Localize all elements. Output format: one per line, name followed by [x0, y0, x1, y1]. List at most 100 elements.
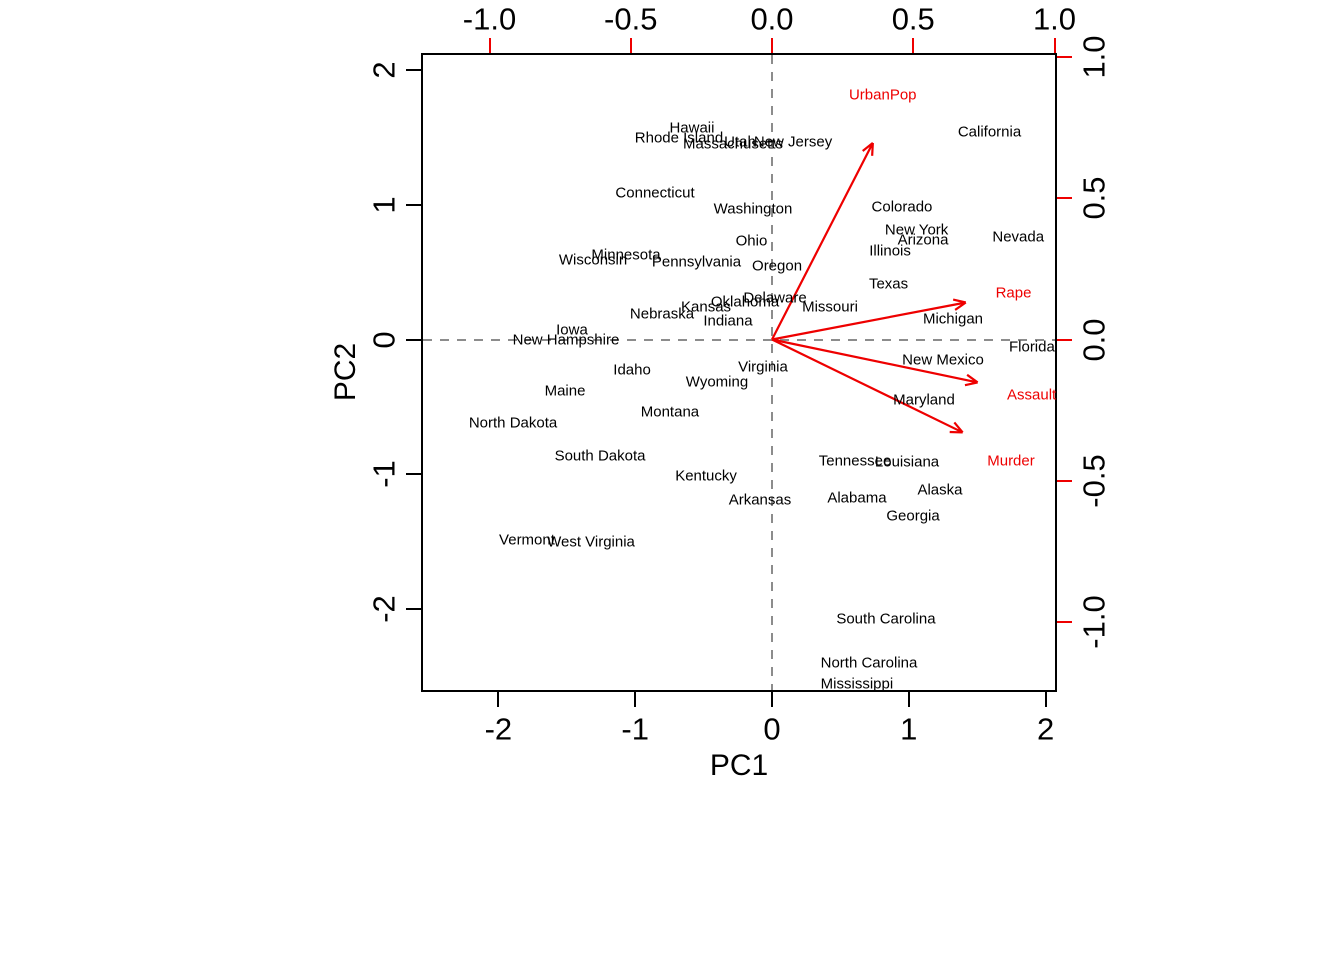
x-tick-label: -2 — [484, 711, 513, 747]
y-tick — [406, 69, 421, 72]
state-label: New Hampshire — [512, 331, 620, 348]
state-label: Virginia — [738, 358, 788, 376]
top-tick — [1053, 38, 1056, 53]
state-label: Delaware — [743, 289, 807, 306]
loading-arrow-rape — [771, 298, 967, 341]
right-tick-label: 1.0 — [1076, 35, 1112, 79]
x-tick-label: 1 — [900, 711, 918, 747]
right-tick-label: 0.0 — [1076, 317, 1112, 362]
state-label: New York — [884, 221, 949, 239]
right-tick-label: -0.5 — [1076, 454, 1112, 508]
right-tick-label: -1.0 — [1076, 595, 1112, 649]
state-label: Oklahoma — [710, 293, 780, 311]
state-label: Mississippi — [820, 675, 894, 693]
loading-arrow-murder — [771, 338, 964, 434]
y-tick-label: -2 — [366, 594, 402, 623]
variable-label: Assault — [1007, 386, 1057, 404]
zero-line-horizontal — [423, 338, 1055, 341]
state-label: Kansas — [681, 298, 732, 316]
state-label: Illinois — [869, 242, 911, 260]
state-label: Maine — [544, 382, 586, 399]
state-label: Washington — [713, 200, 793, 218]
y-tick-label: 2 — [366, 61, 402, 79]
top-tick — [771, 38, 773, 53]
top-tick-label: 0.0 — [750, 1, 794, 37]
state-label: Maryland — [893, 391, 955, 409]
top-tick — [912, 38, 915, 53]
x-tick — [1044, 692, 1047, 707]
state-label: Utah — [724, 133, 756, 151]
state-label: Wisconsin — [558, 251, 628, 269]
state-label: California — [957, 123, 1022, 141]
x-axis-title: PC1 — [709, 749, 769, 782]
plot-area — [421, 53, 1057, 692]
y-tick — [406, 607, 421, 610]
variable-label: Murder — [987, 452, 1035, 470]
state-label: Connecticut — [615, 184, 695, 202]
state-label: Tennessee — [818, 452, 892, 470]
state-label: Oregon — [752, 257, 803, 275]
state-label: Colorado — [871, 198, 933, 216]
loading-arrow-urbanpop — [771, 142, 874, 341]
right-tick — [1057, 479, 1072, 482]
top-tick — [629, 38, 632, 53]
state-label: Kentucky — [675, 467, 737, 485]
x-tick — [907, 692, 910, 707]
state-label: Louisiana — [874, 453, 940, 471]
state-label: Rhode Island — [634, 129, 724, 147]
top-tick-label: 0.5 — [891, 1, 935, 37]
variable-label: UrbanPop — [848, 86, 917, 104]
state-label: Pennsylvania — [651, 253, 742, 271]
y-tick-label: 0 — [366, 330, 402, 349]
state-label: Vermont — [499, 531, 555, 549]
y-tick — [406, 473, 421, 476]
top-tick-label: 1.0 — [1032, 1, 1077, 37]
x-tick — [497, 692, 500, 707]
state-label: Nevada — [992, 228, 1045, 246]
loading-arrow-assault — [771, 338, 979, 387]
top-tick — [488, 38, 491, 53]
right-tick — [1057, 56, 1072, 58]
right-tick — [1057, 338, 1072, 341]
state-label: West Virginia — [547, 533, 635, 551]
y-tick — [406, 203, 421, 206]
state-label: North Dakota — [468, 414, 558, 432]
state-label: Arizona — [897, 231, 949, 249]
variable-label: Rape — [995, 284, 1032, 302]
state-label: Michigan — [922, 310, 983, 328]
x-tick — [634, 692, 637, 707]
state-label: Indiana — [703, 312, 753, 330]
x-tick — [771, 692, 773, 707]
y-axis-title: PC2 — [329, 342, 362, 402]
top-tick-label: -1.0 — [462, 1, 517, 37]
x-tick-label: -1 — [621, 711, 649, 747]
state-label: North Carolina — [820, 654, 918, 672]
state-label: New Jersey — [753, 133, 833, 151]
state-label: Idaho — [613, 361, 651, 379]
state-label: Montana — [640, 403, 700, 421]
right-tick — [1057, 621, 1072, 623]
zero-line-vertical — [771, 55, 773, 690]
state-label: Alabama — [827, 489, 887, 507]
state-label: Missouri — [802, 298, 858, 316]
state-label: Nebraska — [629, 305, 695, 323]
state-label: Iowa — [556, 321, 588, 339]
right-tick — [1057, 197, 1072, 200]
state-label: Hawaii — [669, 119, 715, 136]
state-label: Alaska — [917, 481, 963, 499]
right-tick-label: 0.5 — [1076, 176, 1112, 220]
state-label: Ohio — [735, 232, 768, 250]
state-label: Texas — [868, 275, 909, 293]
state-label: Massachusetts — [682, 135, 784, 153]
state-label: South Carolina — [836, 610, 936, 628]
state-label: New Mexico — [902, 351, 984, 369]
x-tick-label: 2 — [1036, 711, 1055, 747]
state-label: Florida — [1008, 338, 1055, 356]
y-tick-label: 1 — [366, 196, 402, 214]
y-tick — [406, 338, 421, 341]
top-tick-label: -0.5 — [604, 1, 658, 37]
state-label: South Dakota — [554, 447, 646, 465]
state-label: Wyoming — [685, 373, 749, 391]
